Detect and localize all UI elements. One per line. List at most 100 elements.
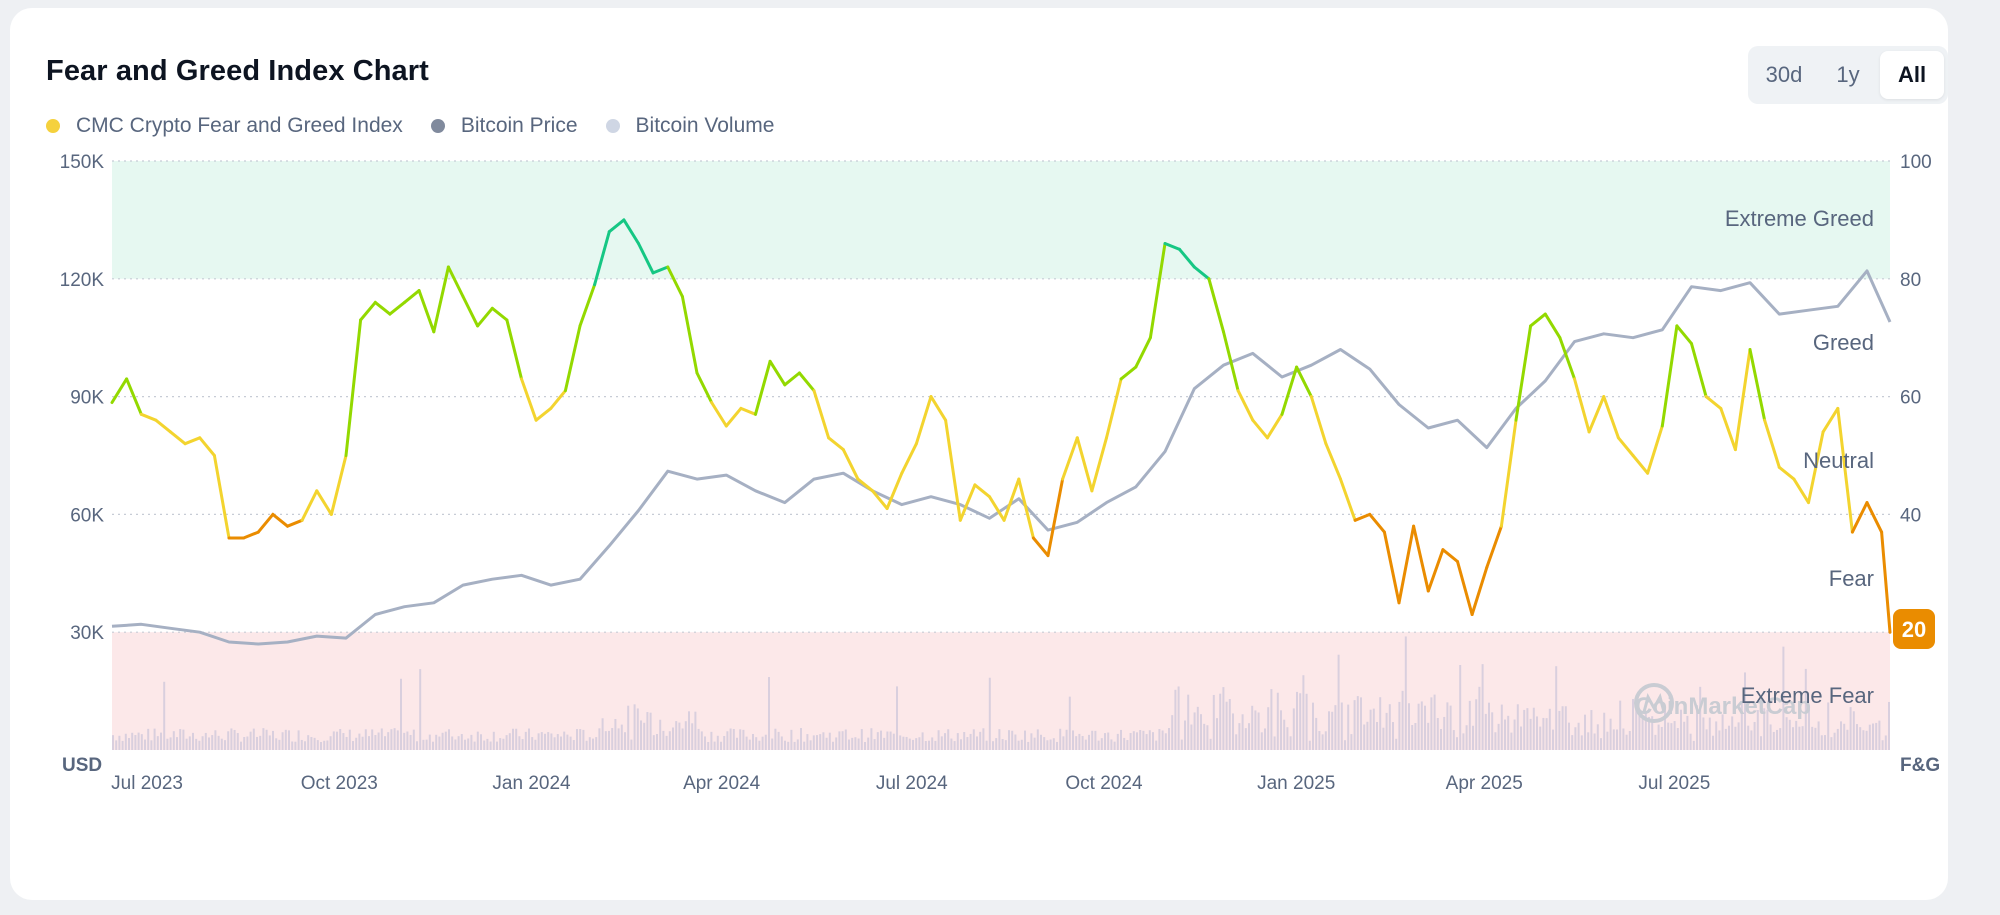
volume-bar [844,729,847,750]
range-all-button[interactable]: All [1880,51,1944,99]
fear-greed-segment [169,430,187,446]
legend-label-fear-greed: CMC Crypto Fear and Greed Index [76,114,403,137]
volume-bar [1113,741,1116,750]
volume-bar [489,741,492,750]
fear-greed-segment [1777,465,1796,481]
volume-bar [153,728,156,750]
volume-bar [1324,731,1327,750]
fear-greed-segment [110,377,129,404]
volume-bar [118,735,121,750]
fear-greed-segment [403,289,421,304]
volume-bar [416,741,418,750]
volume-bar [281,732,284,750]
fear-greed-segment [856,477,874,493]
volume-bar [1760,736,1762,750]
x-tick-label: Jul 2023 [111,773,183,794]
volume-bar [272,730,274,750]
volume-bar [1708,717,1711,750]
volume-bar [988,677,991,750]
volume-bar [1632,698,1634,750]
legend-bitcoin-volume[interactable]: Bitcoin Volume [605,114,774,138]
volume-bar [720,741,722,750]
fear-greed-segment [958,483,977,522]
volume-bar [192,732,194,750]
volume-bar [201,736,204,750]
volume-bar [611,727,614,750]
volume-bar [1200,714,1202,750]
volume-bar [848,739,850,750]
volume-bar [864,741,866,750]
volume-bar [1219,693,1222,750]
legend-fear-greed[interactable]: CMC Crypto Fear and Greed Index [46,114,403,138]
volume-bar [1555,666,1558,750]
volume-bar [1776,729,1778,750]
fear-greed-segment [549,389,567,410]
volume-bar [1526,708,1529,750]
volume-bar [1884,735,1887,750]
volume-bar [1795,720,1798,750]
volume-bar [1203,723,1206,750]
x-tick-label: Apr 2024 [683,773,761,794]
volume-bar [598,728,601,750]
volume-bar [812,735,815,750]
volume-bar [1625,734,1628,750]
volume-bar [332,731,335,750]
volume-bar [1500,704,1503,750]
volume-bar [1264,728,1266,750]
fear-greed-segment [1309,395,1328,446]
volume-bar [1641,717,1644,750]
range-1y-button[interactable]: 1y [1836,62,1860,87]
x-tick-label: Apr 2025 [1446,773,1523,794]
volume-bar [521,739,524,750]
volume-bar [1564,706,1567,750]
volume-bar [1363,724,1366,750]
fear-greed-segment [1660,324,1679,428]
volume-bar [1065,729,1068,750]
legend-bitcoin-price[interactable]: Bitcoin Price [430,114,578,138]
fear-greed-segment [768,359,787,387]
fear-greed-segment [359,300,377,322]
fear-greed-segment [1821,406,1840,434]
fear-greed-segment [1850,501,1869,534]
volume-bar [1315,717,1318,750]
volume-bar [470,734,473,750]
left-tick-label: 60K [70,505,104,526]
volume-bar [1616,729,1618,750]
volume-bar [1846,729,1849,750]
volume-bar [659,719,662,750]
volume-bar [1356,696,1359,750]
volume-bar [937,730,940,750]
fear-greed-segment [1470,565,1489,616]
fear-greed-segment [1426,548,1445,593]
fear-greed-segment [461,295,480,328]
volume-bar [534,739,537,750]
volume-bar [425,739,428,750]
fear-greed-segment [1031,536,1050,558]
volume-bar [1273,736,1276,750]
fear-greed-segment [1412,524,1430,593]
volume-bar [1676,728,1679,750]
volume-bar [1801,726,1804,750]
volume-bar [144,739,146,750]
volume-bar [560,736,562,750]
volume-bar [822,732,825,750]
volume-bar [1705,729,1708,750]
zone-label-neutral: Neutral [1803,448,1874,473]
volume-bar [1785,717,1788,750]
volume-bar [128,738,130,750]
range-30d-button[interactable]: 30d [1765,62,1803,87]
volume-bar [713,741,716,750]
volume-bar [291,741,294,750]
volume-bar [412,729,415,750]
fear-greed-segment [139,412,158,422]
volume-bar [784,740,786,750]
fear-greed-segment [212,454,231,540]
volume-bar [163,681,166,750]
fear-greed-segment [1339,477,1357,522]
volume-bar [1072,730,1074,750]
fear-greed-segment [1324,442,1342,481]
fear-greed-segment [1558,336,1576,381]
volume-bar [1827,702,1830,750]
volume-bar [1100,738,1103,750]
volume-bar [1270,689,1273,750]
